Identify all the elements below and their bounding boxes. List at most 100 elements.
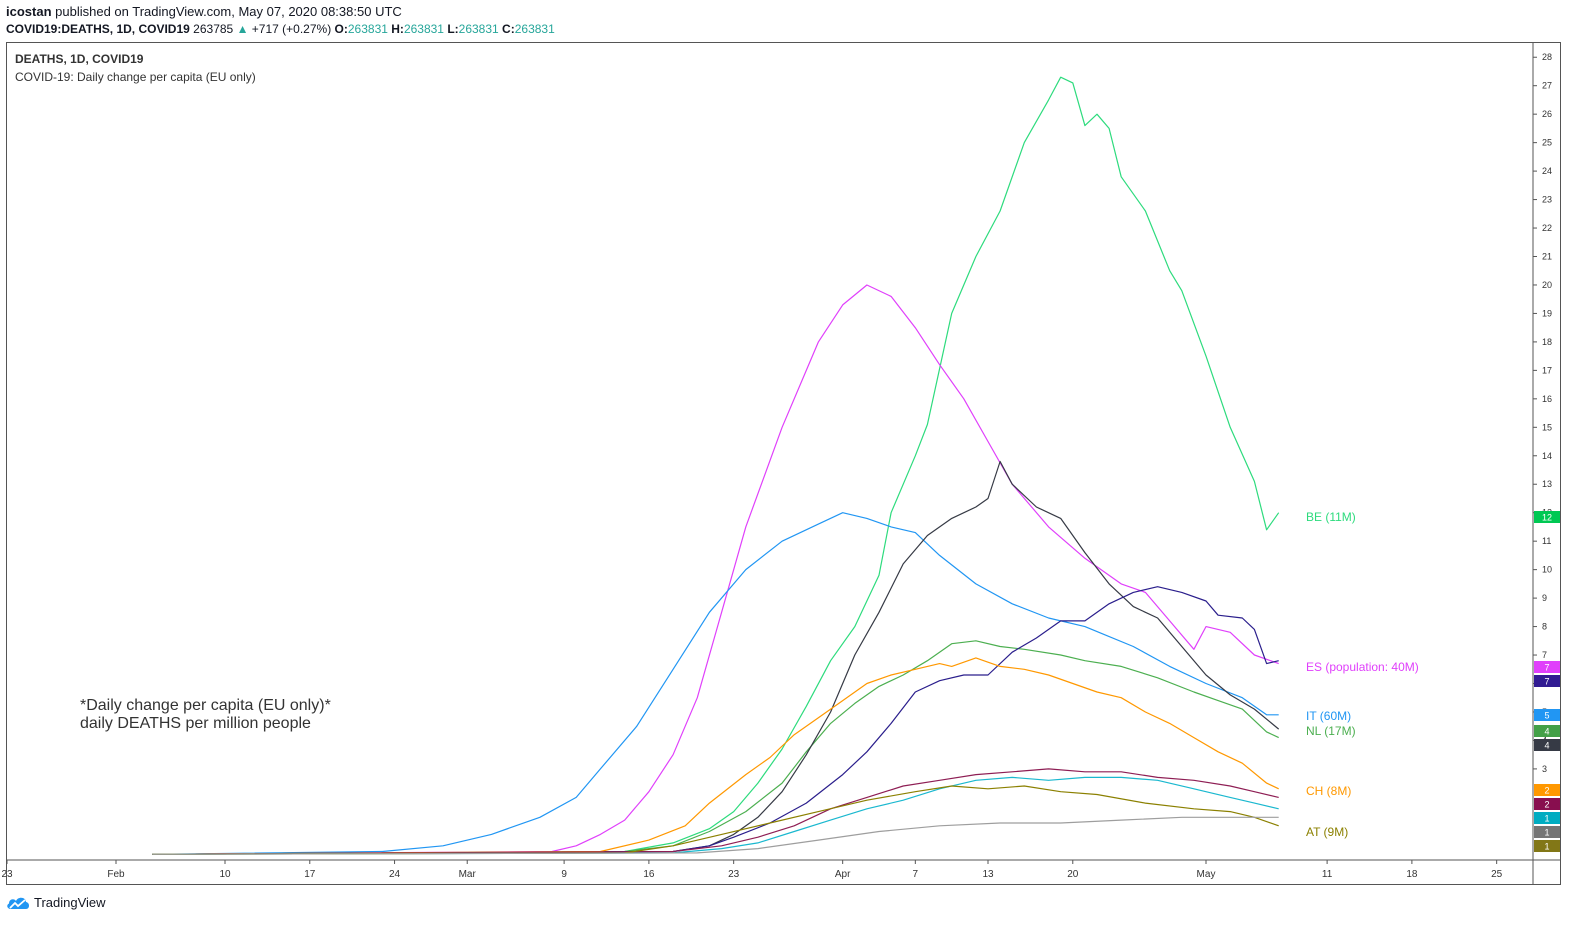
x-tick-label: 11 xyxy=(1322,869,1333,880)
annotation-line-2: daily DEATHS per million people xyxy=(80,715,311,732)
series-label: AT (9M) xyxy=(1306,825,1348,839)
y-tick-label: 15 xyxy=(1542,422,1552,432)
series-line xyxy=(152,586,1279,855)
study-description: COVID-19: Daily change per capita (EU on… xyxy=(15,70,256,84)
price-badge-label: 7 xyxy=(1544,677,1549,687)
open-value: 263831 xyxy=(347,22,388,36)
y-tick-label: 26 xyxy=(1542,109,1552,119)
series-line xyxy=(152,76,1280,855)
price-badge xyxy=(1534,511,1560,523)
y-tick-label: 25 xyxy=(1542,138,1552,148)
y-tick-label: 24 xyxy=(1542,166,1552,176)
series-label: CH (8M) xyxy=(1306,784,1351,798)
x-tick-label: 23 xyxy=(1,869,13,880)
up-arrow-icon: ▲ xyxy=(236,22,249,36)
y-tick-label: 7 xyxy=(1542,650,1547,660)
publish-info: icostan published on TradingView.com, Ma… xyxy=(6,4,402,19)
price-badge-label: 12 xyxy=(1542,513,1552,523)
brand-name: TradingView xyxy=(34,895,106,910)
series-line xyxy=(152,512,1279,855)
price-badge-label: 4 xyxy=(1544,727,1549,737)
x-tick-label: 25 xyxy=(1491,869,1503,880)
price-badge-label: 2 xyxy=(1544,786,1549,796)
low-label: L: xyxy=(447,22,459,36)
symbol-bar: COVID19:DEATHS, 1D, COVID19 263785 ▲ +71… xyxy=(6,22,555,36)
publisher-name: icostan xyxy=(6,4,52,19)
change-value: +717 (+0.27%) xyxy=(251,22,332,36)
series-line xyxy=(152,768,1279,855)
y-tick-label: 8 xyxy=(1542,622,1547,632)
y-tick-label: 18 xyxy=(1542,337,1552,347)
y-tick-label: 3 xyxy=(1542,764,1547,774)
series-line xyxy=(152,776,1279,855)
series-line xyxy=(152,460,1280,855)
series-label: IT (60M) xyxy=(1306,709,1351,723)
y-tick-label: 13 xyxy=(1542,479,1552,489)
x-tick-label: May xyxy=(1197,869,1216,880)
symbol-label[interactable]: COVID19:DEATHS, 1D, COVID19 xyxy=(6,22,190,36)
y-tick-label: 22 xyxy=(1542,223,1552,233)
series-line xyxy=(152,657,1279,855)
price-badge xyxy=(1534,812,1560,824)
y-tick-label: 10 xyxy=(1542,565,1552,575)
price-badge-label: 1 xyxy=(1544,814,1549,824)
price-badge xyxy=(1534,784,1560,796)
y-tick-label: 21 xyxy=(1542,252,1552,262)
price-badge-label: 1 xyxy=(1544,842,1549,852)
tradingview-logo[interactable]: TradingView xyxy=(6,895,106,910)
y-tick-label: 11 xyxy=(1542,536,1551,546)
series-label: BE (11M) xyxy=(1306,510,1356,524)
annotation-line-1: *Daily change per capita (EU only)* xyxy=(80,697,331,714)
price-badge xyxy=(1534,826,1560,838)
x-tick-label: 9 xyxy=(561,869,567,880)
x-tick-label: Mar xyxy=(459,869,477,880)
price-badge xyxy=(1534,725,1560,737)
x-tick-label: Feb xyxy=(107,869,125,880)
price-badge xyxy=(1534,840,1560,852)
high-label: H: xyxy=(391,22,404,36)
y-tick-label: 19 xyxy=(1542,308,1552,318)
price-badge-label: 7 xyxy=(1544,663,1549,673)
y-tick-label: 28 xyxy=(1542,52,1552,62)
price-badge xyxy=(1534,661,1560,673)
y-tick-label: 14 xyxy=(1542,451,1552,461)
price-badge-label: 1 xyxy=(1544,828,1549,838)
price-badge xyxy=(1534,798,1560,810)
x-tick-label: 7 xyxy=(913,869,919,880)
x-tick-label: 17 xyxy=(304,869,316,880)
y-tick-label: 9 xyxy=(1542,593,1547,603)
high-value: 263831 xyxy=(403,22,444,36)
x-tick-label: 13 xyxy=(982,869,994,880)
series-line xyxy=(152,284,1279,855)
y-tick-label: 27 xyxy=(1542,81,1552,91)
series-line xyxy=(152,816,1279,855)
close-label: C: xyxy=(502,22,515,36)
series-label: NL (17M) xyxy=(1306,724,1356,738)
y-tick-label: 20 xyxy=(1542,280,1552,290)
series-line xyxy=(152,640,1279,855)
x-tick-label: 10 xyxy=(219,869,231,880)
low-value: 263831 xyxy=(458,22,499,36)
x-tick-label: 20 xyxy=(1067,869,1079,880)
price-badge-label: 4 xyxy=(1544,741,1549,751)
y-tick-label: 23 xyxy=(1542,195,1552,205)
price-badge xyxy=(1534,675,1560,687)
series-labels: BE (11M) ES (population: 40M) IT (60M)NL (… xyxy=(1306,510,1419,839)
study-title[interactable]: DEATHS, 1D, COVID19 xyxy=(15,52,144,66)
x-tick-label: 23 xyxy=(728,869,740,880)
axes: 23Feb101724Mar91623Apr71320May1118253456… xyxy=(1,43,1561,885)
open-label: O: xyxy=(334,22,348,36)
x-tick-label: 18 xyxy=(1406,869,1418,880)
published-text: published on TradingView.com, May 07, 20… xyxy=(55,4,402,19)
x-tick-label: 24 xyxy=(389,869,401,880)
price-badge-label: 2 xyxy=(1544,800,1549,810)
price-badge xyxy=(1534,709,1560,721)
x-tick-label: Apr xyxy=(835,869,851,880)
price-badge-label: 5 xyxy=(1544,711,1549,721)
series-lines xyxy=(152,76,1280,855)
chart-frame xyxy=(6,42,1561,885)
series-label: ES (population: 40M) xyxy=(1306,660,1419,674)
x-tick-label: 16 xyxy=(643,869,655,880)
